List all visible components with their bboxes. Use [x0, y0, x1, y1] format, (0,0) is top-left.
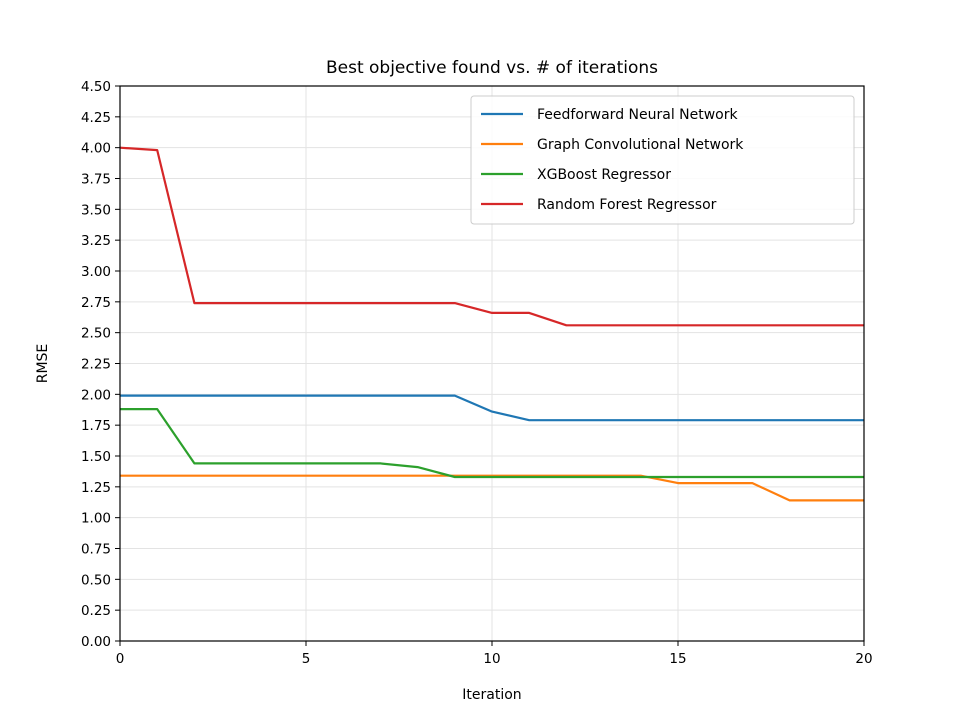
x-axis-label: Iteration — [462, 687, 521, 703]
x-axis-ticks: 0 5 10 15 20 — [116, 641, 873, 667]
y-tick-label: 2.75 — [81, 295, 111, 311]
y-tick-label: 1.75 — [81, 418, 111, 434]
chart-title: Best objective found vs. # of iterations — [326, 58, 658, 78]
x-tick-label: 5 — [302, 651, 311, 667]
y-tick-label: 3.00 — [81, 264, 111, 280]
y-tick-label: 2.50 — [81, 326, 111, 342]
y-tick-label: 3.75 — [81, 172, 111, 188]
y-tick-label: 0.75 — [81, 542, 111, 558]
y-tick-label: 2.00 — [81, 387, 111, 403]
y-tick-label: 1.25 — [81, 480, 111, 496]
y-tick-label: 4.50 — [81, 79, 111, 95]
series-line-3 — [120, 408, 864, 479]
series-line-1 — [120, 394, 864, 422]
legend-label-1: Feedforward Neural Network — [537, 107, 739, 123]
x-tick-label: 10 — [483, 651, 500, 667]
y-tick-label: 4.25 — [81, 110, 111, 126]
series-line-2 — [120, 474, 864, 502]
series-lines — [119, 146, 864, 502]
y-tick-label: 0.25 — [81, 603, 111, 619]
legend-label-4: Random Forest Regressor — [537, 197, 717, 213]
y-axis-label: RMSE — [35, 344, 51, 384]
y-tick-label: 3.50 — [81, 202, 111, 218]
legend: Feedforward Neural Network Graph Convolut… — [470, 95, 855, 225]
y-tick-label: 1.50 — [81, 449, 111, 465]
y-tick-label: 2.25 — [81, 357, 111, 373]
y-tick-label: 3.25 — [81, 233, 111, 249]
legend-box — [470, 95, 855, 225]
y-tick-label: 1.00 — [81, 511, 111, 527]
y-tick-label: 0.50 — [81, 572, 111, 588]
y-tick-label: 4.00 — [81, 141, 111, 157]
x-tick-label: 0 — [116, 651, 125, 667]
x-tick-label: 15 — [669, 651, 686, 667]
legend-label-3: XGBoost Regressor — [537, 167, 671, 183]
y-tick-label: 0.00 — [81, 634, 111, 650]
legend-label-2: Graph Convolutional Network — [537, 137, 744, 153]
x-tick-label: 20 — [855, 651, 872, 667]
y-axis-ticks: 0.00 0.25 0.50 0.75 1.00 1.25 1.50 1.75 2.00 2.25… — [81, 79, 120, 650]
series-line-4 — [119, 146, 864, 327]
